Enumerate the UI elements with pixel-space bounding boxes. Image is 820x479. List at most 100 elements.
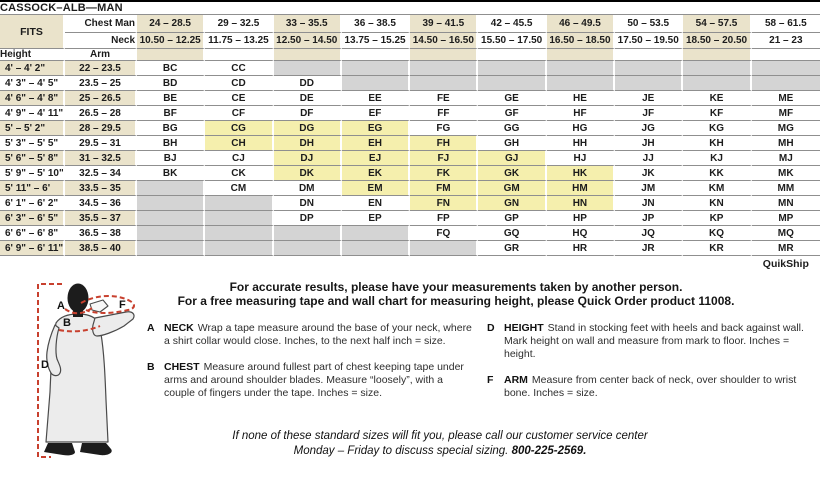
size-code-cell [546, 61, 616, 76]
size-code-cell: JQ [615, 226, 684, 241]
neck-measure-line [64, 307, 93, 315]
size-table-body: 4' – 4' 2" 22 – 23.5 BC CC 4' 3" – 4' 5" 23.5… [0, 61, 820, 256]
size-code-cell: JM [615, 181, 684, 196]
neck-range-header: 11.75 – 13.25 [205, 33, 274, 49]
size-code-cell: JF [615, 106, 684, 121]
size-code-cell: BH [137, 136, 206, 151]
title-row: CASSOCK–ALB—MAN [0, 0, 820, 15]
neck-range-header: 18.50 – 20.50 [683, 33, 752, 49]
customer-service-phone: 800-225-2569. [511, 444, 587, 457]
size-code-cell: BG [137, 121, 206, 136]
footer-line-1: If none of these standard sizes will fit… [232, 430, 648, 442]
size-code-cell: HE [546, 91, 616, 106]
size-code-cell: CF [205, 106, 274, 121]
size-code-cell [205, 211, 274, 226]
arm-range-cell: 31 – 32.5 [65, 151, 137, 166]
size-code-cell: FN [410, 196, 479, 211]
neck-range-header: 17.50 – 19.50 [615, 33, 684, 49]
size-code-cell [137, 241, 206, 256]
height-range-cell: 6' 9" – 6' 11" [0, 241, 65, 256]
size-code-cell: EG [341, 121, 411, 136]
robe-right-arm [92, 311, 135, 337]
arm-range-cell: 34.5 – 36 [65, 196, 137, 211]
header-spacer-cell [478, 49, 547, 61]
size-code-cell [546, 76, 616, 91]
note-line-2: For a free measuring tape and wall chart… [177, 293, 735, 308]
size-code-cell: HM [546, 181, 616, 196]
size-code-cell: KQ [683, 226, 752, 241]
left-foot [44, 443, 75, 456]
size-code-cell: CM [205, 181, 274, 196]
size-table-row: 4' 6" – 4' 8" 25 – 26.5 BE CE DE EE FE GE HE JE KE… [0, 91, 820, 106]
special-sizing-footer: If none of these standard sizes will fit… [110, 429, 770, 458]
figure-label-a: A [57, 300, 65, 312]
size-table-row: 5' 9" – 5' 10" 32.5 – 34 BK CK DK EK FK GK HK JK K… [0, 166, 820, 181]
size-code-cell: KF [683, 106, 752, 121]
neck-range-header: 16.50 – 18.50 [546, 33, 616, 49]
instruction-neck: A NECK Wrap a tape measure around the bas… [147, 322, 475, 348]
size-code-cell: DM [273, 181, 342, 196]
instructions-right-column: D HEIGHT Stand in stocking feet with heel… [487, 322, 815, 413]
size-code-cell: HQ [546, 226, 616, 241]
size-code-cell: KP [683, 211, 752, 226]
neck-range-header: 14.50 – 16.50 [410, 33, 479, 49]
size-code-cell [410, 241, 479, 256]
size-code-cell [341, 226, 411, 241]
size-code-cell: CG [205, 121, 274, 136]
size-code-cell [137, 181, 206, 196]
size-code-cell: FJ [410, 151, 479, 166]
size-code-cell: KJ [683, 151, 752, 166]
head-shape [67, 283, 89, 313]
size-code-cell [341, 61, 411, 76]
size-code-cell: HH [546, 136, 616, 151]
size-code-cell: HK [546, 166, 616, 181]
size-code-cell [478, 61, 547, 76]
chest-header-row: FITS Chest Man 24 – 28.5 29 – 32.5 33 – 35… [0, 15, 820, 49]
size-code-cell: GG [478, 121, 547, 136]
size-code-cell: EH [341, 136, 411, 151]
size-code-cell: EN [341, 196, 411, 211]
size-code-cell: GJ [478, 151, 547, 166]
height-arm-header-row: Height Arm [0, 49, 820, 61]
header-spacer-cell [205, 49, 274, 61]
size-code-cell: CE [205, 91, 274, 106]
measurement-figure: A B D F [2, 282, 140, 474]
header-spacer-cell [546, 49, 616, 61]
header-spacer-cell [137, 49, 206, 61]
chest-row-label: Chest Man [65, 15, 137, 33]
size-code-cell: DF [273, 106, 342, 121]
header-spacer-cell [751, 49, 820, 61]
size-code-cell [137, 211, 206, 226]
size-code-cell [410, 61, 479, 76]
size-code-cell: JJ [615, 151, 684, 166]
accuracy-notes: For accurate results, please have your m… [130, 280, 782, 308]
size-code-cell: ME [751, 91, 820, 106]
size-code-cell: HP [546, 211, 616, 226]
neck-range-header: 13.75 – 15.25 [341, 33, 411, 49]
size-code-cell: JR [615, 241, 684, 256]
instruction-arm: F ARM Measure from center back of neck, o… [487, 374, 815, 400]
size-code-cell: KN [683, 196, 752, 211]
instruction-text-chest: Measure around fullest part of chest kee… [164, 361, 464, 399]
size-code-cell: GK [478, 166, 547, 181]
size-code-cell: FF [410, 106, 479, 121]
instruction-key-f: F [487, 374, 494, 386]
size-table-row: 5' – 5' 2" 28 – 29.5 BG CG DG EG FG GG HG JG KG MG [0, 121, 820, 136]
height-range-cell: 5' 6" – 5' 8" [0, 151, 65, 166]
size-code-cell [273, 241, 342, 256]
height-range-cell: 6' 1" – 6' 2" [0, 196, 65, 211]
size-code-cell: MH [751, 136, 820, 151]
header-spacer-cell [341, 49, 411, 61]
size-code-cell [341, 241, 411, 256]
neck-range-header: 15.50 – 17.50 [478, 33, 547, 49]
size-table-row: 6' 6" – 6' 8" 36.5 – 38 FQ GQ HQ JQ KQ MQ [0, 226, 820, 241]
size-code-cell [410, 76, 479, 91]
size-code-cell: MG [751, 121, 820, 136]
chest-range-header: 33 – 35.5 [273, 15, 342, 33]
height-range-cell: 4' 3" – 4' 5" [0, 76, 65, 91]
size-code-cell: JG [615, 121, 684, 136]
size-code-cell: BE [137, 91, 206, 106]
instruction-key-b: B [147, 361, 155, 373]
right-hand [89, 299, 109, 313]
